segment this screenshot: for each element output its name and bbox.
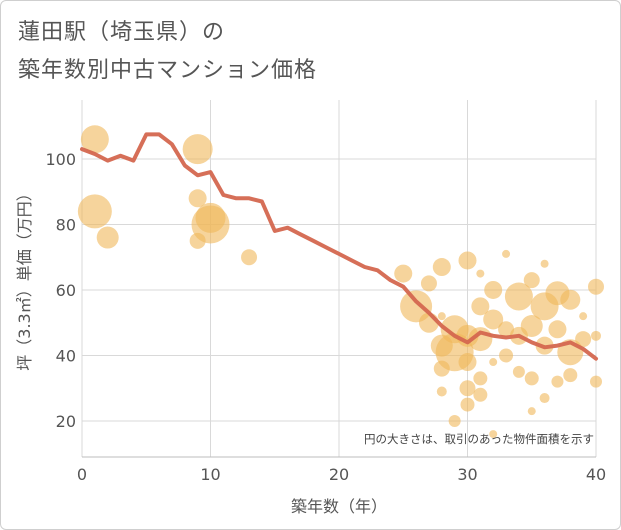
bubble-point xyxy=(563,368,578,383)
bubble-point xyxy=(394,264,413,283)
bubble-point xyxy=(432,258,451,277)
bubble-point xyxy=(459,380,476,397)
bubble-point xyxy=(476,269,485,278)
bubble-point xyxy=(590,375,602,388)
y-tick-label: 40 xyxy=(56,346,76,365)
bubble-point xyxy=(499,348,514,363)
bubble-point xyxy=(437,312,446,321)
bubble-point xyxy=(523,272,540,289)
bubble-point xyxy=(484,280,503,299)
bubble-point xyxy=(241,249,258,266)
bubble-point xyxy=(527,407,536,416)
size-note: 円の大きさは、取引のあった物件面積を示す xyxy=(364,432,594,446)
bubble-point xyxy=(524,371,539,386)
y-tick-label: 80 xyxy=(56,215,76,234)
tick-labels: 0 10 20 30 40 20 40 60 80 100 xyxy=(45,150,606,484)
bubble-point xyxy=(579,312,588,321)
bubble-point xyxy=(575,331,592,348)
x-tick-label: 10 xyxy=(200,465,220,484)
bubble-point xyxy=(182,134,213,165)
bubble-point xyxy=(591,330,601,341)
bubble-point xyxy=(473,371,488,386)
bubble-point xyxy=(420,275,437,292)
bubble-point xyxy=(489,358,498,367)
bubble-point xyxy=(195,202,226,233)
bubble-point xyxy=(504,282,533,311)
y-tick-label: 60 xyxy=(56,281,76,300)
bubble-point xyxy=(520,314,543,337)
bubble-point xyxy=(548,320,567,339)
bubble-point xyxy=(80,125,109,154)
chart-subtitle: 築年数別中古マンション価格 xyxy=(18,58,318,83)
bubble-point xyxy=(539,393,550,404)
bubble-point xyxy=(77,194,112,229)
x-tick-label: 0 xyxy=(77,465,87,484)
y-tick-label: 100 xyxy=(45,150,76,169)
bubble-point xyxy=(551,375,564,388)
average-price-line xyxy=(80,132,598,361)
y-tick-label: 20 xyxy=(56,412,76,431)
bubble-point xyxy=(460,397,475,412)
line-series xyxy=(80,132,598,361)
bubble-point xyxy=(560,289,581,310)
bubble-point xyxy=(483,309,504,330)
bubble-point xyxy=(471,297,490,316)
bubble-point xyxy=(540,259,549,268)
x-tick-label: 40 xyxy=(586,465,606,484)
bubble-point xyxy=(458,251,477,270)
bubble-point xyxy=(448,414,461,427)
bubble-point xyxy=(489,430,498,439)
x-tick-label: 30 xyxy=(457,465,477,484)
bubble-point xyxy=(502,249,511,258)
bubble-point xyxy=(473,387,488,402)
bubble-point xyxy=(588,278,604,295)
chart-title: 蓮田駅（埼玉県）の xyxy=(18,20,226,45)
y-axis-label: 坪（3.3㎡）単価（万円） xyxy=(15,185,34,370)
bubble-point xyxy=(436,386,447,397)
bubble-point xyxy=(188,189,207,208)
bubble-point xyxy=(96,226,119,249)
x-axis-label: 築年数（年） xyxy=(291,497,387,516)
bubble-point xyxy=(458,353,477,372)
x-tick-label: 20 xyxy=(329,465,349,484)
bubble-point xyxy=(498,321,515,338)
bubble-point xyxy=(512,365,525,378)
